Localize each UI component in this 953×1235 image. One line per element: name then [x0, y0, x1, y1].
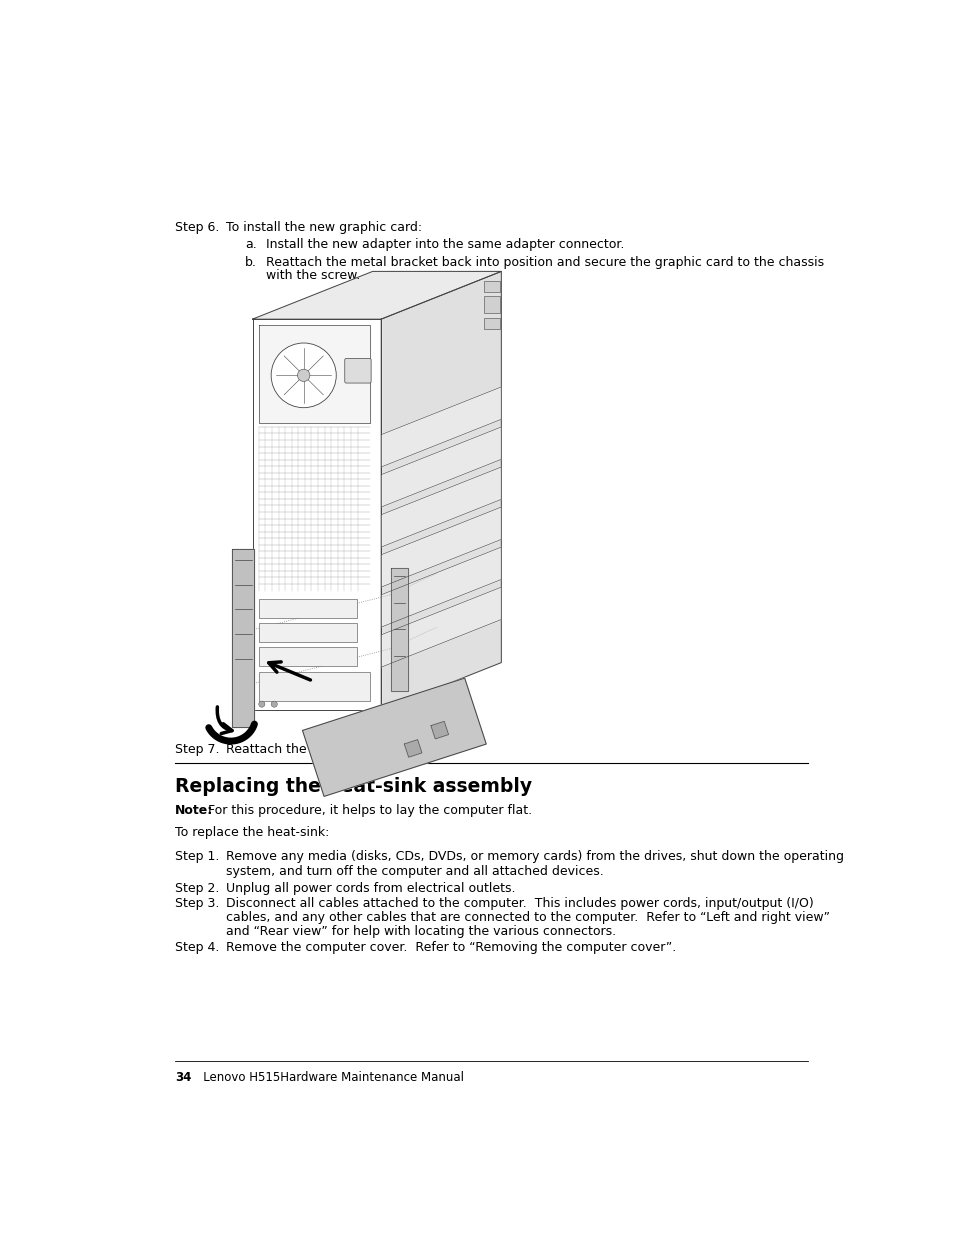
Polygon shape [484, 296, 499, 312]
Polygon shape [381, 467, 500, 547]
Text: Unplug all power cords from electrical outlets.: Unplug all power cords from electrical o… [226, 882, 516, 895]
Polygon shape [381, 508, 500, 587]
Polygon shape [258, 325, 369, 424]
Circle shape [297, 369, 310, 382]
Text: To replace the heat-sink:: To replace the heat-sink: [174, 826, 329, 839]
Text: Install the new adapter into the same adapter connector.: Install the new adapter into the same ad… [266, 238, 624, 251]
Polygon shape [233, 548, 253, 727]
Polygon shape [381, 272, 500, 710]
Polygon shape [484, 317, 499, 330]
Text: To install the new graphic card:: To install the new graphic card: [226, 221, 422, 235]
Text: cables, and any other cables that are connected to the computer.  Refer to “Left: cables, and any other cables that are co… [226, 911, 829, 924]
Text: Step 7.: Step 7. [174, 742, 219, 756]
Bar [258, 599, 356, 619]
Polygon shape [381, 387, 500, 467]
Polygon shape [381, 587, 500, 667]
Text: Step 2.: Step 2. [174, 882, 219, 895]
Text: b.: b. [245, 256, 256, 269]
Circle shape [271, 701, 277, 708]
Polygon shape [302, 678, 486, 797]
Text: a.: a. [245, 238, 256, 251]
Polygon shape [253, 272, 500, 319]
Polygon shape [381, 547, 500, 627]
Text: system, and turn off the computer and all attached devices.: system, and turn off the computer and al… [226, 864, 603, 878]
Polygon shape [381, 427, 500, 508]
Text: Lenovo H515Hardware Maintenance Manual: Lenovo H515Hardware Maintenance Manual [192, 1071, 463, 1083]
Text: Note:: Note: [174, 804, 213, 818]
Circle shape [258, 701, 265, 708]
Circle shape [271, 343, 335, 408]
Polygon shape [404, 740, 421, 757]
Text: Step 4.: Step 4. [174, 941, 219, 955]
Polygon shape [431, 721, 448, 739]
Bar [258, 622, 356, 642]
Text: Step 6.: Step 6. [174, 221, 219, 235]
Text: Disconnect all cables attached to the computer.  This includes power cords, inpu: Disconnect all cables attached to the co… [226, 897, 813, 910]
Polygon shape [390, 568, 408, 692]
Text: Reattach the metal bracket back into position and secure the graphic card to the: Reattach the metal bracket back into pos… [266, 256, 823, 269]
Text: Remove the computer cover.  Refer to “Removing the computer cover”.: Remove the computer cover. Refer to “Rem… [226, 941, 676, 955]
Text: Replacing the heat-sink assembly: Replacing the heat-sink assembly [174, 777, 532, 795]
Text: 34: 34 [174, 1071, 192, 1083]
FancyBboxPatch shape [344, 358, 371, 383]
Text: Step 1.: Step 1. [174, 851, 219, 863]
Text: Step 3.: Step 3. [174, 897, 219, 910]
Text: Reattach the computer cover.: Reattach the computer cover. [226, 742, 413, 756]
Text: with the screw.: with the screw. [266, 269, 360, 282]
Polygon shape [253, 319, 381, 710]
Bar [258, 672, 369, 701]
Text: For this procedure, it helps to lay the computer flat.: For this procedure, it helps to lay the … [204, 804, 531, 818]
Bar [258, 647, 356, 666]
Polygon shape [484, 280, 499, 293]
Text: and “Rear view” for help with locating the various connectors.: and “Rear view” for help with locating t… [226, 925, 616, 939]
Text: Remove any media (disks, CDs, DVDs, or memory cards) from the drives, shut down : Remove any media (disks, CDs, DVDs, or m… [226, 851, 843, 863]
